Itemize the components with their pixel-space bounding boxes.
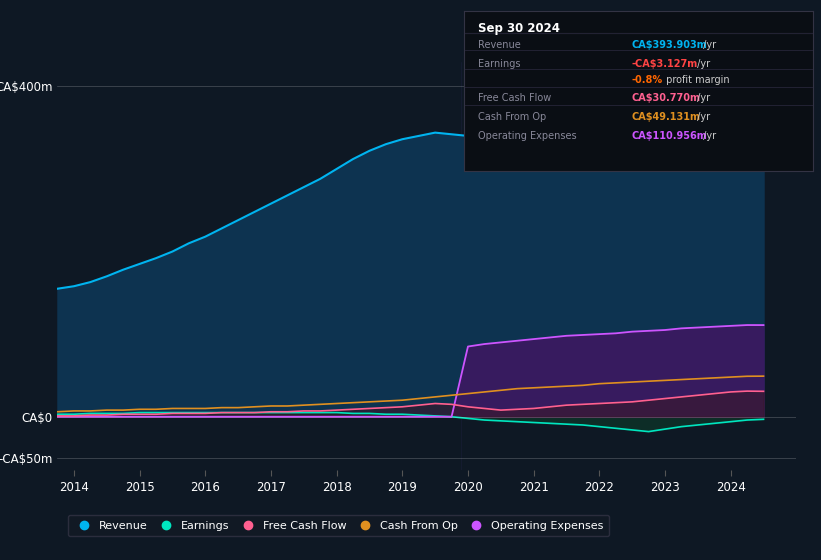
Text: CA$49.131m: CA$49.131m	[631, 112, 700, 122]
Text: /yr: /yr	[695, 59, 710, 69]
Text: Free Cash Flow: Free Cash Flow	[478, 92, 551, 102]
Text: Cash From Op: Cash From Op	[478, 112, 546, 122]
Legend: Revenue, Earnings, Free Cash Flow, Cash From Op, Operating Expenses: Revenue, Earnings, Free Cash Flow, Cash …	[67, 515, 609, 536]
Text: /yr: /yr	[700, 131, 717, 141]
Text: /yr: /yr	[695, 112, 710, 122]
Text: -CA$3.127m: -CA$3.127m	[631, 59, 698, 69]
Text: Revenue: Revenue	[478, 40, 521, 50]
Text: Earnings: Earnings	[478, 59, 521, 69]
Text: Sep 30 2024: Sep 30 2024	[478, 22, 560, 35]
Text: -0.8%: -0.8%	[631, 75, 663, 85]
Text: /yr: /yr	[695, 92, 710, 102]
Text: CA$30.770m: CA$30.770m	[631, 92, 700, 102]
Text: CA$393.903m: CA$393.903m	[631, 40, 707, 50]
Text: Operating Expenses: Operating Expenses	[478, 131, 576, 141]
Text: /yr: /yr	[700, 40, 717, 50]
Text: CA$110.956m: CA$110.956m	[631, 131, 707, 141]
Text: profit margin: profit margin	[663, 75, 729, 85]
